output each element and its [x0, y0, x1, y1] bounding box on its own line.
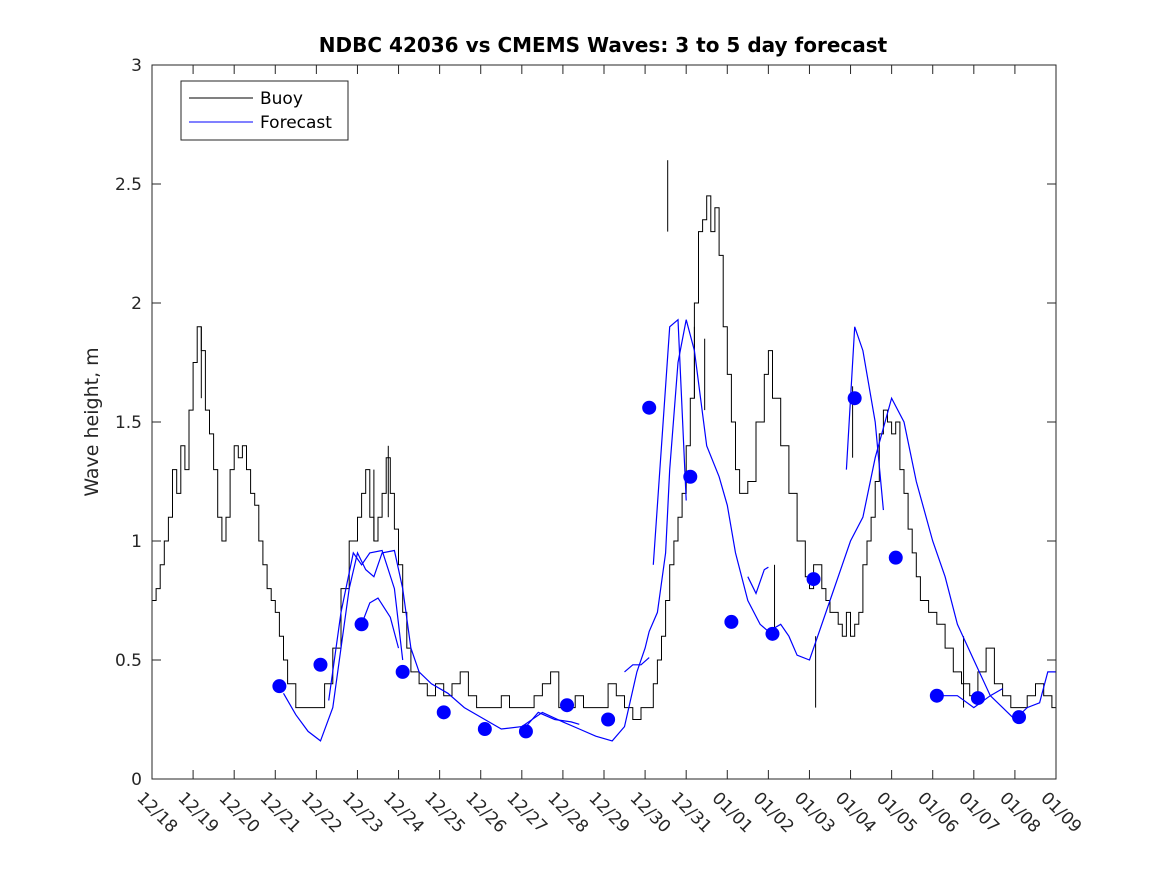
forecast-markers [272, 391, 1027, 739]
forecast-marker [272, 679, 287, 694]
forecast-marker [683, 469, 698, 484]
y-tick-label: 2.5 [115, 175, 142, 195]
legend: Buoy Forecast [180, 80, 349, 141]
forecast-marker [724, 614, 739, 629]
forecast-marker [395, 664, 410, 679]
forecast-marker [765, 626, 780, 641]
forecast-series [282, 318, 1056, 742]
y-tick-label: 0 [131, 770, 142, 790]
forecast-marker [642, 400, 657, 415]
forecast-marker [354, 617, 369, 632]
forecast-line [747, 566, 769, 595]
forecast-marker [806, 572, 821, 587]
legend-buoy-label: Buoy [260, 89, 303, 109]
forecast-marker [847, 391, 862, 406]
chart-title: NDBC 42036 vs CMEMS Waves: 3 to 5 day fo… [319, 33, 888, 57]
y-axis-label: Wave height, m [81, 347, 103, 496]
plot-area [152, 65, 1056, 779]
forecast-line [624, 657, 650, 673]
forecast-marker [436, 705, 451, 720]
forecast-marker [560, 698, 575, 713]
forecast-line [282, 319, 1056, 742]
y-tick-label: 2 [131, 294, 142, 314]
y-axis: 0 0.5 1 1.5 2 2.5 3 [115, 56, 1056, 790]
y-tick-label: 1.5 [115, 413, 142, 433]
forecast-line [845, 326, 884, 511]
y-tick-label: 3 [131, 56, 142, 76]
y-tick-label: 1 [131, 532, 142, 552]
forecast-marker [888, 550, 903, 565]
forecast-line [652, 318, 687, 565]
forecast-marker [601, 712, 616, 727]
forecast-line [361, 597, 400, 649]
forecast-marker [313, 657, 328, 672]
forecast-marker [477, 722, 492, 737]
forecast-marker [518, 724, 533, 739]
forecast-marker [1012, 710, 1027, 725]
legend-forecast-label: Forecast [260, 113, 332, 133]
forecast-line [940, 688, 1003, 709]
buoy-line [152, 195, 1057, 720]
forecast-marker [929, 688, 944, 703]
forecast-line [521, 711, 580, 732]
forecast-line [328, 549, 404, 701]
legend-box [180, 80, 349, 141]
forecast-marker [970, 691, 985, 706]
y-tick-label: 0.5 [115, 651, 142, 671]
